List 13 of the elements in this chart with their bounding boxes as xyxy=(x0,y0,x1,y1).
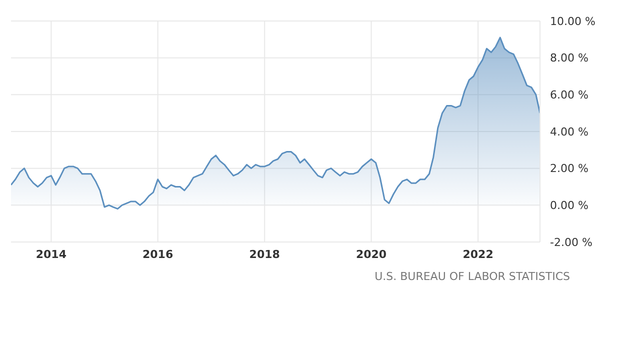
y-tick-label: 10.00 % xyxy=(550,14,596,28)
x-tick-label: 2018 xyxy=(249,248,280,261)
y-tick-label: 4.00 % xyxy=(550,125,588,138)
y-tick-label: 6.00 % xyxy=(550,88,588,102)
x-tick-label: 2022 xyxy=(462,248,494,261)
text: U.S. BUREAU OF LABOR STATISTICS xyxy=(374,270,570,283)
x-tick-label: 2016 xyxy=(142,248,174,261)
y-tick-label: 8.00 % xyxy=(550,52,588,65)
x-tick-label: 2020 xyxy=(356,248,387,261)
y-tick-label: -2.00 % xyxy=(550,236,592,249)
y-tick-label: 0.00 % xyxy=(550,199,588,212)
x-tick-label: 2014 xyxy=(36,248,67,261)
y-tick-label: 2.00 % xyxy=(550,162,588,176)
